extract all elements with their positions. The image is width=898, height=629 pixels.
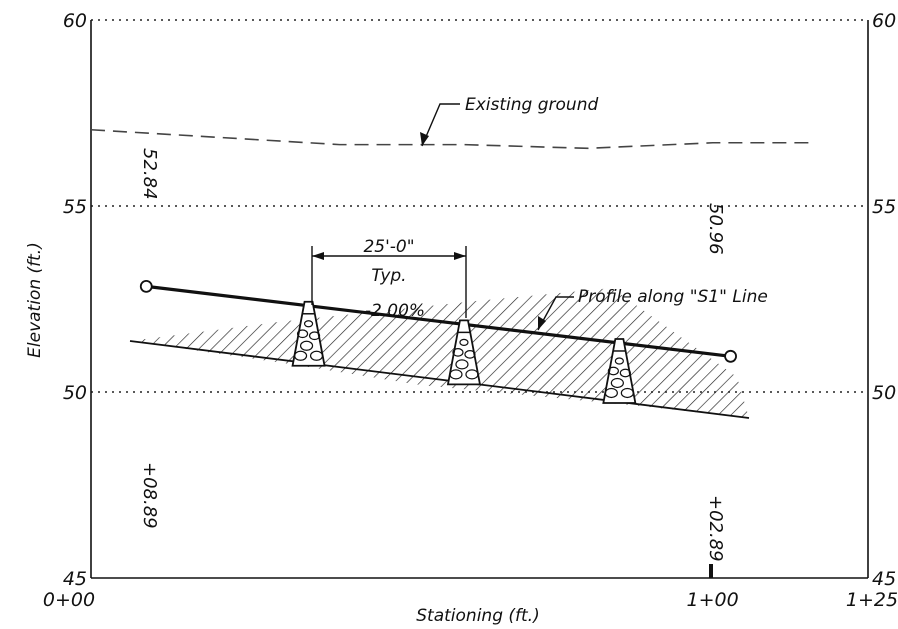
end-station-label: +02.89 — [705, 495, 726, 562]
profile-leader — [537, 296, 574, 331]
pier-body — [446, 319, 482, 386]
y-tick-right-55: 55 — [872, 196, 896, 218]
piers — [291, 300, 637, 404]
pier-rock — [614, 357, 624, 365]
x-tick-0+00: 0+00 — [43, 589, 95, 611]
grade-label: -2.00% — [365, 301, 425, 321]
pier-rock — [293, 350, 308, 361]
y-tick-right-60: 60 — [872, 10, 896, 32]
start-station-label: +08.89 — [139, 462, 160, 529]
embankment-bottom-line — [129, 340, 750, 419]
y-tick-left-50: 50 — [63, 382, 87, 404]
existing-ground-leader — [420, 103, 460, 147]
pier-2 — [446, 319, 482, 386]
y-tick-labels-left: 45 50 55 60 — [63, 10, 87, 590]
existing-ground-line — [90, 128, 813, 150]
existing-ground-label: Existing ground — [465, 95, 598, 115]
x-axis-title: Stationing (ft.) — [416, 606, 539, 626]
profile-endpoint-end — [724, 349, 737, 363]
spacing-dimension — [311, 246, 467, 318]
profile-label: Profile along "S1" Line — [578, 287, 768, 307]
pier-rock — [619, 368, 631, 378]
y-axis-title: Elevation (ft.) — [25, 242, 45, 358]
y-tick-left-55: 55 — [63, 196, 87, 218]
pier-3 — [602, 338, 637, 404]
pier-rock — [465, 369, 479, 380]
y-tick-left-60: 60 — [63, 10, 87, 32]
pier-rock — [308, 331, 321, 341]
series-layer — [90, 128, 813, 363]
spacing-label: 25'-0" — [363, 237, 414, 257]
pier-rock — [452, 348, 464, 357]
x-tick-1+25: 1+25 — [846, 589, 898, 611]
profile-line — [146, 284, 731, 358]
pier-rock — [459, 338, 469, 346]
pier-rock — [620, 387, 634, 399]
y-tick-labels-right: 45 50 55 60 — [872, 10, 896, 590]
profile-endpoint-start — [139, 279, 153, 293]
hatched-embankment — [130, 288, 749, 418]
x-tick-1+00: 1+00 — [687, 589, 739, 611]
pier-rock — [449, 369, 463, 380]
pier-rock — [303, 320, 314, 328]
pier-rock — [296, 329, 309, 339]
pier-rock — [309, 350, 324, 361]
start-elevation-label: 52.84 — [139, 148, 160, 200]
station-tick-mark — [709, 564, 713, 578]
end-elevation-label: 50.96 — [705, 203, 726, 255]
pier-rock — [604, 387, 618, 399]
pier-rock — [464, 350, 476, 359]
pier-1 — [291, 300, 326, 367]
pier-body — [291, 300, 326, 367]
y-tick-right-50: 50 — [872, 382, 896, 404]
y-tick-left-45: 45 — [63, 568, 87, 590]
pier-rock — [299, 340, 314, 351]
pier-rock — [610, 377, 624, 389]
y-tick-right-45: 45 — [872, 568, 896, 590]
pier-rock — [607, 366, 619, 376]
spacing-note: Typ. — [371, 266, 406, 286]
pier-rock — [455, 359, 469, 370]
x-tick-labels: 0+00 1+00 1+25 — [43, 589, 898, 611]
pier-body — [602, 338, 637, 404]
